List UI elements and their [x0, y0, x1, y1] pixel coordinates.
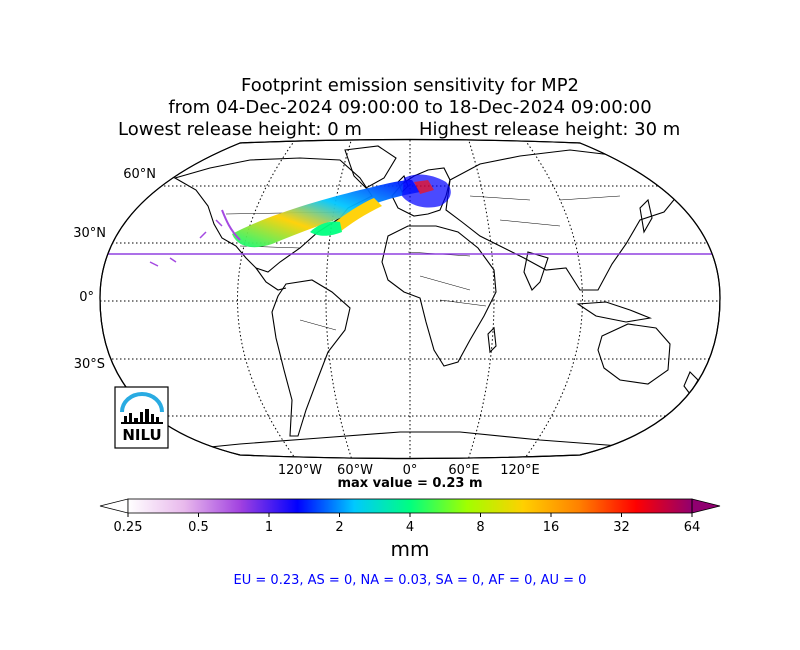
region-summary: EU = 0.23, AS = 0, NA = 0.03, SA = 0, AF…: [233, 573, 587, 588]
lon-label-60w: 60°W: [337, 463, 373, 478]
lat-label-0: 0°: [79, 290, 94, 305]
max-value-label: max value = 0.23 m: [337, 476, 483, 491]
lat-label-60n: 60°N: [123, 167, 156, 182]
colorbar-segment: [522, 499, 580, 513]
chart-title-line1: Footprint emission sensitivity for MP2: [240, 75, 579, 96]
colorbar-segment: [579, 499, 637, 513]
colorbar-segment: [128, 499, 185, 513]
graticule-meridians: [237, 139, 583, 459]
nilu-logo: [114, 386, 169, 449]
lat-label-30s: 30°S: [73, 357, 105, 372]
colorbar-tick-label: 64: [683, 520, 701, 535]
colorbar-tick-label: 0.25: [113, 520, 143, 535]
colorbar-segment: [297, 499, 355, 513]
nilu-logo-text: NILU: [122, 426, 162, 444]
lat-label-30n: 30°N: [73, 226, 106, 241]
colorbar-tick-label: 1: [264, 520, 274, 535]
colorbar-unit: mm: [390, 537, 430, 561]
colorbar-tick-label: 0.5: [188, 520, 209, 535]
lon-label-60e: 60°E: [448, 463, 480, 478]
colorbar: [99, 498, 721, 517]
lon-label-0: 0°: [402, 463, 418, 478]
emission-plume: [149, 174, 451, 267]
colorbar-segment: [466, 499, 524, 513]
lon-label-120e: 120°E: [500, 463, 540, 478]
colorbar-max-extend: [691, 498, 721, 514]
graticule-parallels: [100, 185, 720, 417]
colorbar-segment: [240, 499, 298, 513]
coastlines: [159, 145, 699, 453]
country-borders: [225, 195, 621, 331]
lowest-release-height: Lowest release height: 0 m: [118, 119, 362, 140]
colorbar-tick-label: 2: [335, 520, 344, 535]
colorbar-tick-label: 4: [405, 520, 415, 535]
lon-label-120w: 120°W: [277, 463, 323, 478]
highest-release-height: Highest release height: 30 m: [419, 119, 681, 140]
colorbar-segment: [410, 499, 467, 513]
colorbar-segment: [635, 499, 693, 513]
colorbar-tick-label: 8: [476, 520, 485, 535]
colorbar-tick-label: 32: [613, 520, 630, 535]
colorbar-segment: [353, 499, 411, 513]
colorbar-min-extend: [99, 498, 129, 514]
colorbar-segment: [184, 499, 242, 513]
colorbar-tick-label: 16: [542, 520, 560, 535]
chart-title-line2: from 04-Dec-2024 09:00:00 to 18-Dec-2024…: [168, 97, 652, 118]
